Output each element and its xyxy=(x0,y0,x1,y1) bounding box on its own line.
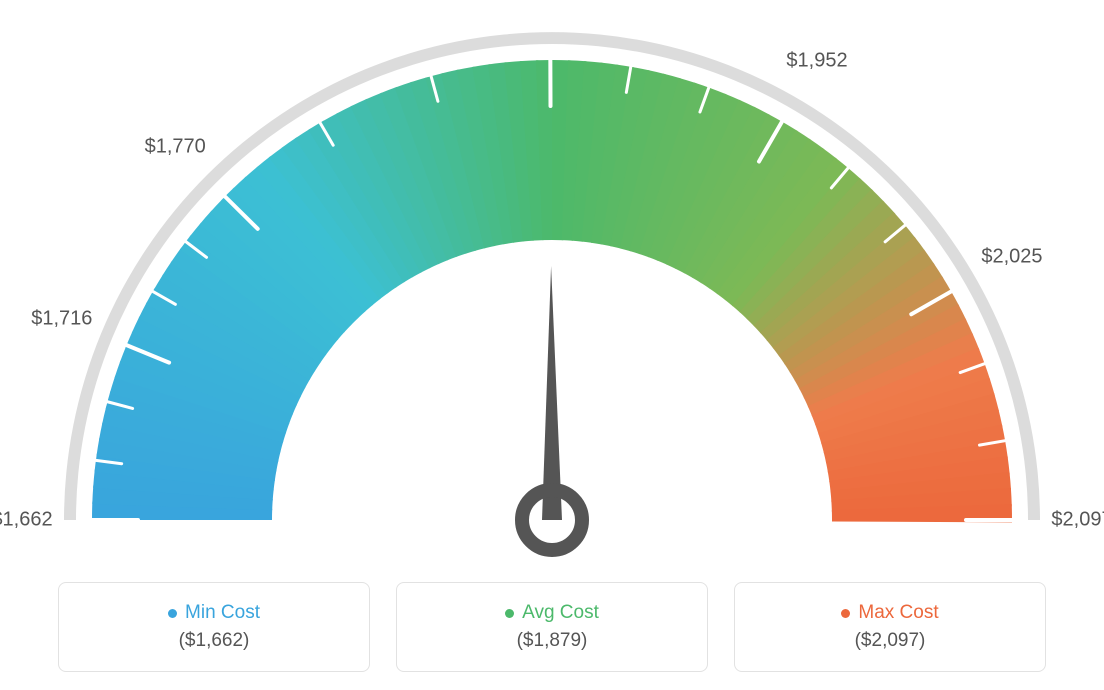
legend-dot-max xyxy=(841,609,850,618)
legend-value-min: ($1,662) xyxy=(179,630,250,652)
legend-value-avg: ($1,879) xyxy=(517,630,588,652)
gauge-tick-label: $1,770 xyxy=(145,136,206,159)
gauge-tick-label: $2,097 xyxy=(1051,509,1104,532)
gauge-chart: $1,662 $1,716 $1,770 $1,879 $1,952 $2,025 $2,0… xyxy=(0,0,1104,560)
legend-dot-avg xyxy=(505,609,514,618)
legend-title-avg: Avg Cost xyxy=(505,602,599,624)
legend-card-avg: Avg Cost ($1,879) xyxy=(396,582,708,672)
legend-label-min: Min Cost xyxy=(185,602,260,624)
legend-title-min: Min Cost xyxy=(168,602,260,624)
legend-title-max: Max Cost xyxy=(841,602,938,624)
legend-value-max: ($2,097) xyxy=(855,630,926,652)
legend-label-avg: Avg Cost xyxy=(522,602,599,624)
gauge-tick-label: $1,879 xyxy=(519,0,580,2)
gauge-tick-label: $2,025 xyxy=(981,245,1042,268)
gauge-tick-label: $1,952 xyxy=(786,50,847,73)
legend-card-min: Min Cost ($1,662) xyxy=(58,582,370,672)
legend-card-max: Max Cost ($2,097) xyxy=(734,582,1046,672)
gauge-svg xyxy=(0,0,1104,560)
legend-label-max: Max Cost xyxy=(858,602,938,624)
legend-dot-min xyxy=(168,609,177,618)
legend-row: Min Cost ($1,662) Avg Cost ($1,879) Max … xyxy=(0,582,1104,672)
gauge-tick-label: $1,662 xyxy=(0,509,53,532)
gauge-tick-label: $1,716 xyxy=(31,307,92,330)
